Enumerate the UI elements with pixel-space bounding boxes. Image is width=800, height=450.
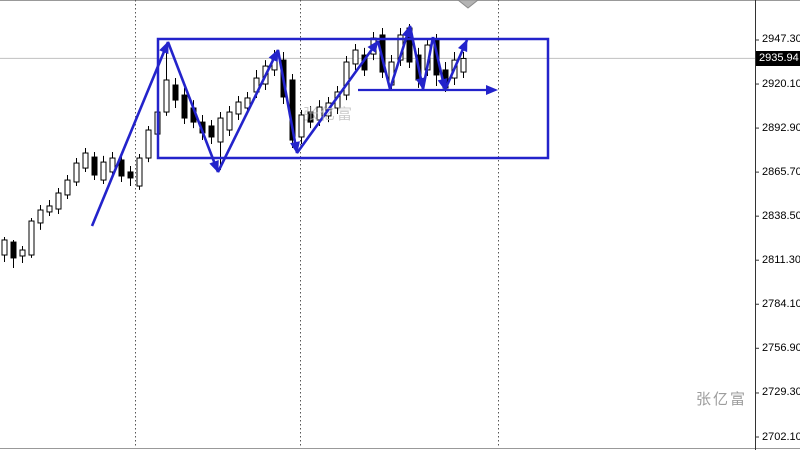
price-axis-label: 2920.10 (762, 77, 800, 90)
price-axis-label: 2702.10 (762, 430, 800, 443)
price-axis-label: 2865.70 (762, 165, 800, 178)
zigzag-segment (276, 49, 299, 154)
zigzag-segment (216, 49, 280, 173)
candle-body (244, 97, 251, 109)
candle-body (118, 159, 125, 177)
candle-body (226, 111, 233, 131)
zigzag-segment (295, 40, 380, 154)
candle-body (55, 192, 62, 210)
candle-body (37, 209, 44, 224)
price-axis-label: 2947.30 (762, 33, 800, 46)
candle-body (343, 61, 350, 96)
candle-body (298, 114, 305, 138)
candle-body (1, 239, 8, 256)
candle-body (10, 241, 17, 259)
price-axis-label: 2838.50 (762, 209, 800, 222)
zigzag-arrowhead (401, 25, 412, 38)
candle-body (181, 94, 188, 119)
candle-body (208, 125, 215, 138)
candle-body (352, 49, 359, 65)
zigzag-segment (421, 36, 435, 90)
candle-body (172, 84, 179, 101)
price-axis-label: 2811.30 (762, 253, 800, 266)
price-axis-label: 2729.30 (762, 386, 800, 399)
price-axis-label: 2784.10 (762, 297, 800, 310)
zigzag-segment (376, 40, 392, 90)
candle-body (235, 101, 242, 115)
trend-rectangle (156, 37, 550, 160)
candle-body (91, 156, 98, 176)
zigzag-arrowhead (268, 49, 279, 63)
price-axis-label: 2756.90 (762, 341, 800, 354)
candle-body (217, 117, 224, 143)
zigzag-segment (90, 41, 170, 227)
candle-body (28, 220, 35, 256)
support-arrowhead (486, 85, 498, 95)
zigzag-segment (166, 41, 220, 173)
zigzag-arrowhead (209, 159, 219, 173)
zigzag-arrowhead (367, 40, 379, 53)
current-price-badge: 2935.94 (756, 51, 800, 66)
candle-body (64, 179, 71, 196)
zigzag-segment (388, 25, 412, 90)
watermark-center: 张亿富 (303, 106, 355, 123)
watermark-bottom-right: 张亿富 (696, 391, 748, 408)
candle-body (163, 79, 170, 113)
candle-body (19, 249, 26, 257)
candle-body (127, 171, 134, 179)
candle-body (145, 129, 152, 159)
scroll-down-marker-icon (457, 0, 479, 9)
price-axis-label: 2892.90 (762, 121, 800, 134)
zigzag-arrowhead (159, 41, 169, 55)
candle-body (82, 152, 89, 169)
candle-body (136, 157, 143, 187)
candle-body (100, 161, 107, 181)
candle-body (307, 111, 314, 123)
candle-body (46, 205, 53, 213)
candle-body (109, 157, 116, 173)
candle-body (460, 57, 467, 73)
candle-body (73, 162, 80, 183)
zigzag-arrowhead (457, 39, 468, 53)
